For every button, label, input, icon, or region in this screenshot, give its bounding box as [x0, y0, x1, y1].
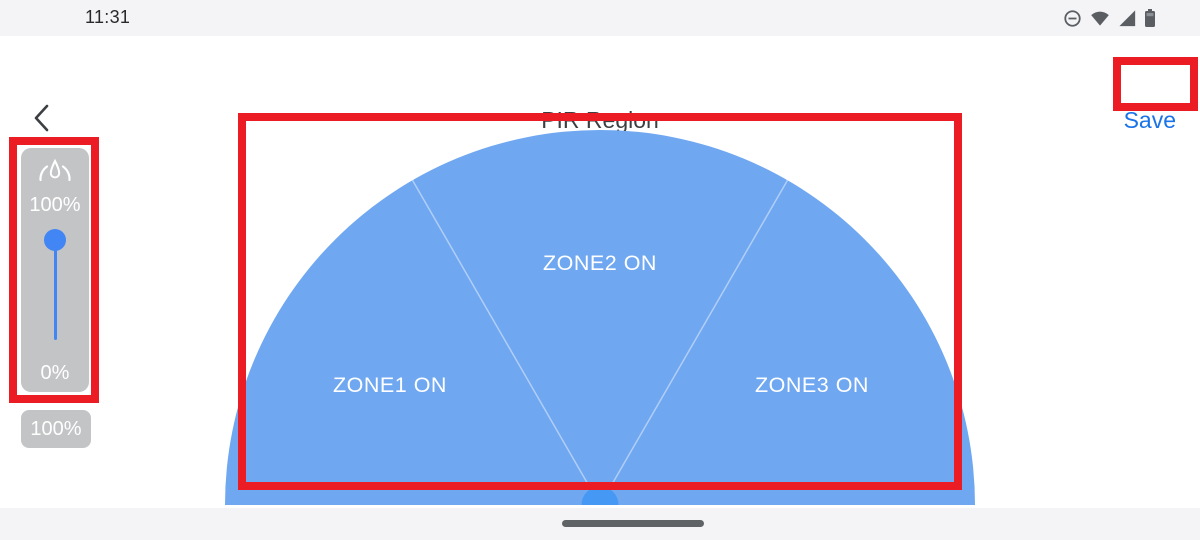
sensitivity-slider[interactable]: 100% 0% — [21, 148, 89, 392]
slider-min-label: 0% — [40, 362, 70, 384]
status-bar: 11:31 — [0, 0, 1200, 36]
zone2-label[interactable]: ZONE2 ON — [543, 251, 657, 275]
sensor-center-knob — [581, 486, 619, 505]
back-chevron-icon — [30, 104, 54, 138]
battery-icon — [1144, 8, 1156, 28]
zone-divider-left — [411, 179, 601, 505]
bottom-nav-bar — [0, 508, 1200, 540]
sensitivity-value-badge: 100% — [21, 410, 91, 448]
slider-max-label: 100% — [29, 194, 81, 216]
header: PIR Region Save — [0, 36, 1200, 133]
pir-region-canvas[interactable]: ZONE1 ON ZONE2 ON ZONE3 ON — [225, 130, 975, 505]
cellular-signal-icon — [1118, 9, 1137, 27]
wifi-icon — [1089, 9, 1111, 27]
slider-track[interactable] — [53, 240, 57, 340]
save-button[interactable]: Save — [1123, 107, 1176, 133]
zone-divider-right — [599, 179, 789, 505]
zone1-label[interactable]: ZONE1 ON — [333, 373, 447, 397]
slider-knob[interactable] — [44, 229, 66, 251]
back-button[interactable] — [30, 102, 54, 139]
pir-region-semicircle[interactable] — [225, 130, 975, 505]
sensitivity-gauge-icon — [35, 155, 75, 194]
home-indicator[interactable] — [562, 520, 704, 527]
status-icons — [1063, 0, 1156, 36]
do-not-disturb-icon — [1063, 9, 1082, 28]
zone3-label[interactable]: ZONE3 ON — [755, 373, 869, 397]
status-time: 11:31 — [85, 7, 131, 27]
